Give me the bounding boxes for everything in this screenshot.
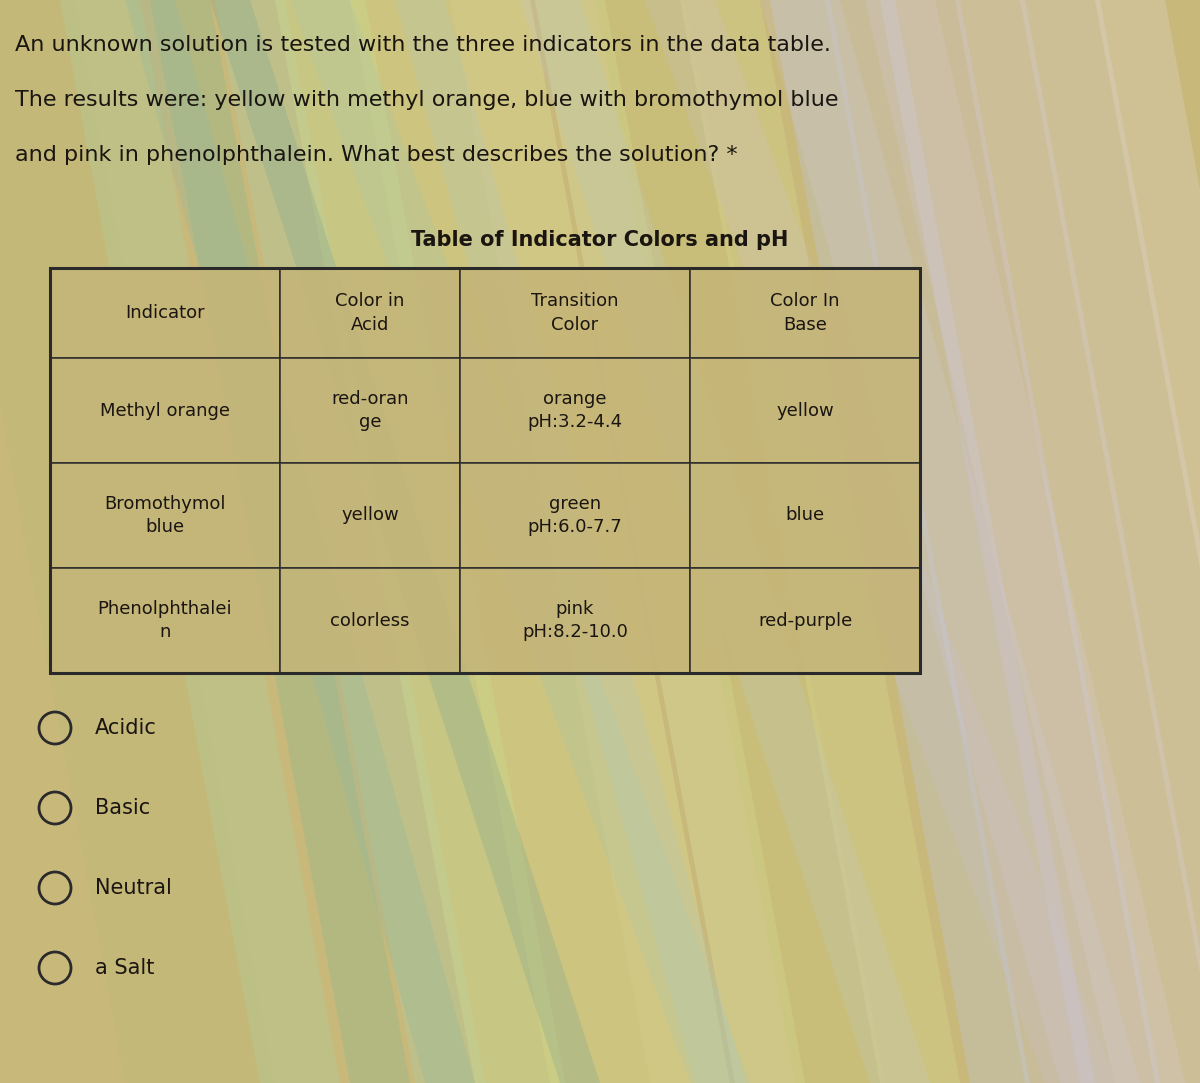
Text: Table of Indicator Colors and pH: Table of Indicator Colors and pH — [412, 230, 788, 250]
Polygon shape — [955, 0, 1200, 1083]
Text: green
pH:6.0-7.7: green pH:6.0-7.7 — [528, 495, 623, 536]
Polygon shape — [880, 0, 1160, 1083]
Polygon shape — [450, 0, 730, 1083]
Bar — [50, 358, 280, 464]
Bar — [460, 464, 690, 567]
Polygon shape — [125, 0, 475, 1083]
Text: a Salt: a Salt — [95, 958, 155, 978]
Text: Color in
Acid: Color in Acid — [335, 292, 404, 334]
Text: Indicator: Indicator — [125, 304, 205, 322]
Polygon shape — [1096, 0, 1200, 1083]
Text: and pink in phenolphthalein. What best describes the solution? *: and pink in phenolphthalein. What best d… — [14, 145, 738, 165]
Polygon shape — [646, 0, 1115, 1083]
Bar — [50, 464, 280, 567]
Text: Color In
Base: Color In Base — [770, 292, 840, 334]
Bar — [280, 268, 460, 358]
Bar — [690, 567, 920, 673]
Bar — [460, 358, 690, 464]
Polygon shape — [760, 0, 1140, 1083]
Text: Neutral: Neutral — [95, 878, 172, 898]
Text: An unknown solution is tested with the three indicators in the data table.: An unknown solution is tested with the t… — [14, 35, 830, 55]
Text: yellow: yellow — [341, 507, 398, 524]
Polygon shape — [865, 0, 1186, 1083]
Polygon shape — [826, 0, 1096, 1083]
Polygon shape — [150, 0, 410, 1083]
Polygon shape — [395, 0, 745, 1083]
Polygon shape — [275, 0, 565, 1083]
Bar — [690, 358, 920, 464]
Polygon shape — [595, 0, 886, 1083]
Bar — [50, 268, 280, 358]
Polygon shape — [1020, 0, 1200, 1083]
Text: Transition
Color: Transition Color — [532, 292, 619, 334]
Text: red-oran
ge: red-oran ge — [331, 390, 409, 431]
Bar — [280, 567, 460, 673]
Bar — [280, 464, 460, 567]
Text: Phenolphthalei
n: Phenolphthalei n — [97, 600, 233, 641]
Bar — [690, 268, 920, 358]
Text: Methyl orange: Methyl orange — [100, 402, 230, 419]
Bar — [50, 268, 920, 673]
Polygon shape — [520, 0, 930, 1083]
Text: Bromothymol
blue: Bromothymol blue — [104, 495, 226, 536]
Polygon shape — [680, 0, 960, 1083]
Polygon shape — [210, 0, 600, 1083]
Bar — [460, 567, 690, 673]
Polygon shape — [0, 0, 275, 1083]
Polygon shape — [535, 0, 805, 1083]
Bar — [50, 567, 280, 673]
Text: blue: blue — [786, 507, 824, 524]
Bar — [280, 358, 460, 464]
Text: The results were: yellow with methyl orange, blue with bromothymol blue: The results were: yellow with methyl ora… — [14, 90, 839, 110]
Polygon shape — [770, 0, 1030, 1083]
Polygon shape — [290, 0, 750, 1083]
Text: Acidic: Acidic — [95, 718, 157, 738]
Polygon shape — [60, 0, 340, 1083]
Text: colorless: colorless — [330, 612, 409, 629]
Text: red-purple: red-purple — [758, 612, 852, 629]
Bar — [460, 268, 690, 358]
Text: Basic: Basic — [95, 798, 150, 818]
Polygon shape — [215, 0, 485, 1083]
Bar — [690, 464, 920, 567]
Polygon shape — [350, 0, 650, 1083]
Text: pink
pH:8.2-10.0: pink pH:8.2-10.0 — [522, 600, 628, 641]
Text: orange
pH:3.2-4.4: orange pH:3.2-4.4 — [528, 390, 623, 431]
Text: yellow: yellow — [776, 402, 834, 419]
